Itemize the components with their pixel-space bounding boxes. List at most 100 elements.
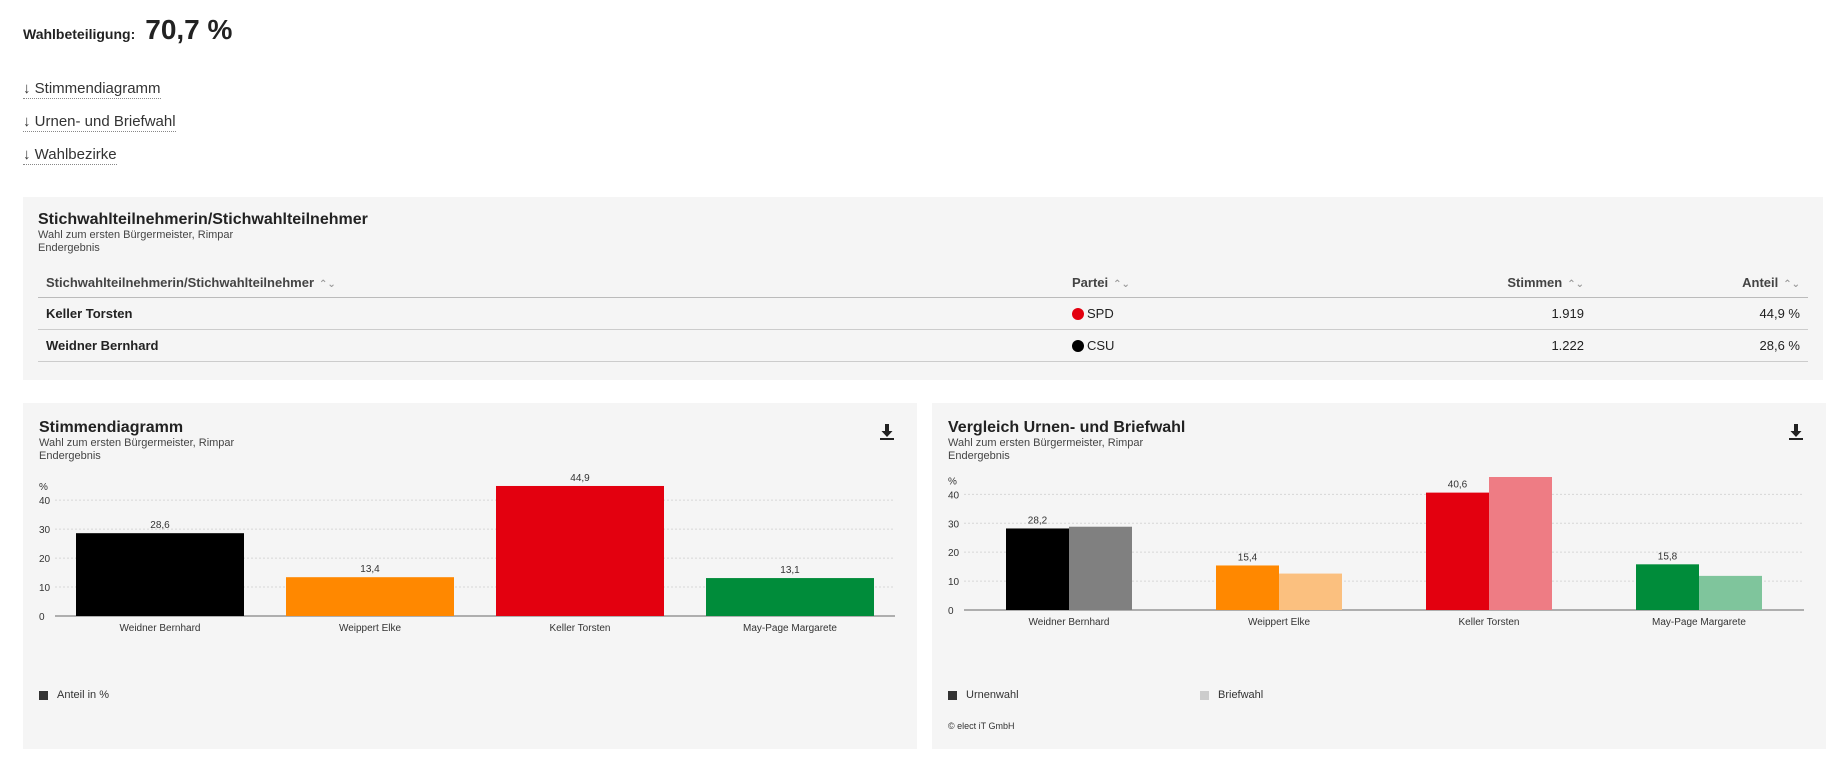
sort-icon: ⌃⌄	[1113, 278, 1130, 290]
download-icon[interactable]	[1788, 423, 1804, 441]
data-label: 28,6	[150, 520, 170, 531]
legend-briefwahl: Briefwahl	[1200, 689, 1263, 701]
y-tick-label: 30	[948, 519, 960, 530]
bar-briefwahl	[1489, 477, 1552, 610]
x-tick-label: Keller Torsten	[1459, 617, 1520, 628]
anchor-stimmendiagramm[interactable]: ↓ Stimmendiagramm	[23, 80, 161, 99]
votes-cell: 1.919	[1298, 297, 1592, 330]
anchor-wahlbezirke[interactable]: ↓ Wahlbezirke	[23, 146, 117, 165]
x-tick-label: Keller Torsten	[550, 623, 611, 634]
bar-share	[496, 485, 664, 616]
share-cell: 28,6 %	[1592, 329, 1808, 362]
legend-swatch	[948, 690, 957, 700]
data-label: 44,9	[570, 473, 590, 484]
y-tick-label: 40	[948, 490, 960, 501]
column-label-party: Partei	[1072, 274, 1109, 290]
party-name: CSU	[1087, 338, 1115, 353]
column-label-votes: Stimmen	[1507, 274, 1563, 290]
anchor-urnen-briefwahl[interactable]: ↓ Urnen- und Briefwahl	[23, 113, 176, 132]
bar-urnenwahl	[1006, 528, 1069, 610]
chart1-title: Stimmendiagramm	[39, 419, 184, 436]
legend-label: Urnenwahl	[966, 689, 1019, 701]
y-tick-label: 20	[39, 554, 51, 565]
bar-share	[76, 533, 244, 616]
table-title: Stichwahlteilnehmerin/Stichwahlteilnehme…	[38, 211, 368, 228]
download-icon[interactable]	[879, 423, 895, 441]
x-tick-label: May-Page Margarete	[1652, 617, 1746, 628]
candidate-name: Weidner Bernhard	[38, 329, 1064, 362]
x-tick-label: Weippert Elke	[339, 623, 402, 634]
legend-label: Briefwahl	[1218, 689, 1264, 701]
y-tick-label: 10	[39, 583, 51, 594]
column-header-votes[interactable]: Stimmen ⌃⌄	[1298, 267, 1592, 298]
chart2-status: Endergebnis	[948, 450, 1010, 462]
vote-chart-panel: 0 10 20 30 40% 28,6 Weidner Bernhard 13,4 Weippe…	[23, 403, 917, 749]
comparison-bar-chart: 0 10 20 30 40% 28,2 Weidner Bernhard 15,4 Weippe…	[948, 476, 1804, 628]
y-tick-label: 30	[39, 525, 51, 536]
results-table-panel: Stichwahlteilnehmerin/Stichwahlteilnehme…	[23, 197, 1823, 380]
anchor-nav: ↓ Stimmendiagramm ↓ Urnen- und Briefwahl…	[23, 80, 176, 179]
legend-swatch	[39, 690, 48, 700]
legend-swatch	[1200, 690, 1209, 700]
credit-text: © elect iT GmbH	[948, 721, 1015, 731]
table-status: Endergebnis	[38, 242, 100, 254]
data-label: 40,6	[1448, 480, 1468, 491]
chart2-header: Vergleich Urnen- und Briefwahl Wahl zum …	[948, 419, 1185, 463]
comparison-chart-panel: 0 10 20 30 40% 28,2 Weidner Bernhard 15,4 Weippe…	[932, 403, 1826, 749]
chart1-legend: Anteil in %	[39, 689, 109, 701]
x-tick-label: Weidner Bernhard	[120, 623, 201, 634]
column-header-party[interactable]: Partei ⌃⌄	[1064, 267, 1299, 298]
x-tick-label: Weippert Elke	[1248, 617, 1311, 628]
table-header: Stichwahlteilnehmerin/Stichwahlteilnehme…	[38, 211, 368, 255]
sort-icon: ⌃⌄	[1783, 278, 1800, 290]
y-tick-label: 40	[39, 496, 51, 507]
bar-urnenwahl	[1426, 492, 1489, 610]
table-row: Keller Torsten SPD 1.919 44,9 %	[38, 297, 1808, 330]
party-color-dot	[1072, 340, 1084, 352]
y-axis-unit: %	[948, 476, 957, 487]
votes-cell: 1.222	[1298, 329, 1592, 362]
results-table: Stichwahlteilnehmerin/Stichwahlteilnehme…	[38, 267, 1808, 362]
data-label: 13,1	[780, 565, 800, 576]
bar-share	[706, 578, 874, 616]
sort-icon: ⌃⌄	[319, 278, 336, 290]
y-axis-unit: %	[39, 482, 48, 493]
chart1-header: Stimmendiagramm Wahl zum ersten Bürgerme…	[39, 419, 234, 463]
party-cell: SPD	[1064, 297, 1299, 330]
column-label-candidate: Stichwahlteilnehmerin/Stichwahlteilnehme…	[46, 274, 315, 290]
data-label: 15,8	[1658, 551, 1678, 562]
bar-urnenwahl	[1636, 564, 1699, 610]
party-cell: CSU	[1064, 329, 1299, 362]
party-name: SPD	[1087, 306, 1114, 321]
bar-urnenwahl	[1216, 565, 1279, 610]
turnout-label: Wahlbeteiligung:	[23, 26, 136, 42]
legend-label: Anteil in %	[57, 689, 109, 701]
x-tick-label: Weidner Bernhard	[1029, 617, 1110, 628]
bar-briefwahl	[1279, 573, 1342, 610]
bar-briefwahl	[1069, 526, 1132, 610]
y-tick-label: 20	[948, 548, 960, 559]
data-label: 15,4	[1238, 552, 1258, 563]
column-header-share[interactable]: Anteil ⌃⌄	[1592, 267, 1808, 298]
bar-share	[286, 577, 454, 616]
table-row: Weidner Bernhard CSU 1.222 28,6 %	[38, 329, 1808, 362]
legend-urnenwahl: Urnenwahl	[948, 689, 1019, 701]
chart1-subtitle: Wahl zum ersten Bürgermeister, Rimpar	[39, 437, 235, 449]
y-tick-label: 0	[39, 612, 45, 623]
chart1-status: Endergebnis	[39, 450, 101, 462]
vote-bar-chart: 0 10 20 30 40% 28,6 Weidner Bernhard 13,4 Weippe…	[39, 473, 895, 634]
turnout-summary: Wahlbeteiligung: 70,7 %	[23, 14, 232, 46]
data-label: 28,2	[1028, 515, 1048, 526]
table-subtitle: Wahl zum ersten Bürgermeister, Rimpar	[38, 229, 234, 241]
table-header-row: Stichwahlteilnehmerin/Stichwahlteilnehme…	[38, 267, 1808, 298]
candidate-name: Keller Torsten	[38, 297, 1064, 330]
chart2-title: Vergleich Urnen- und Briefwahl	[948, 419, 1186, 436]
share-cell: 44,9 %	[1592, 297, 1808, 330]
x-tick-label: May-Page Margarete	[743, 623, 837, 634]
bar-briefwahl	[1699, 575, 1762, 610]
data-label: 13,4	[360, 564, 380, 575]
sort-icon: ⌃⌄	[1567, 278, 1584, 290]
y-tick-label: 0	[948, 606, 954, 617]
y-tick-label: 10	[948, 577, 960, 588]
column-header-candidate[interactable]: Stichwahlteilnehmerin/Stichwahlteilnehme…	[38, 267, 1064, 298]
